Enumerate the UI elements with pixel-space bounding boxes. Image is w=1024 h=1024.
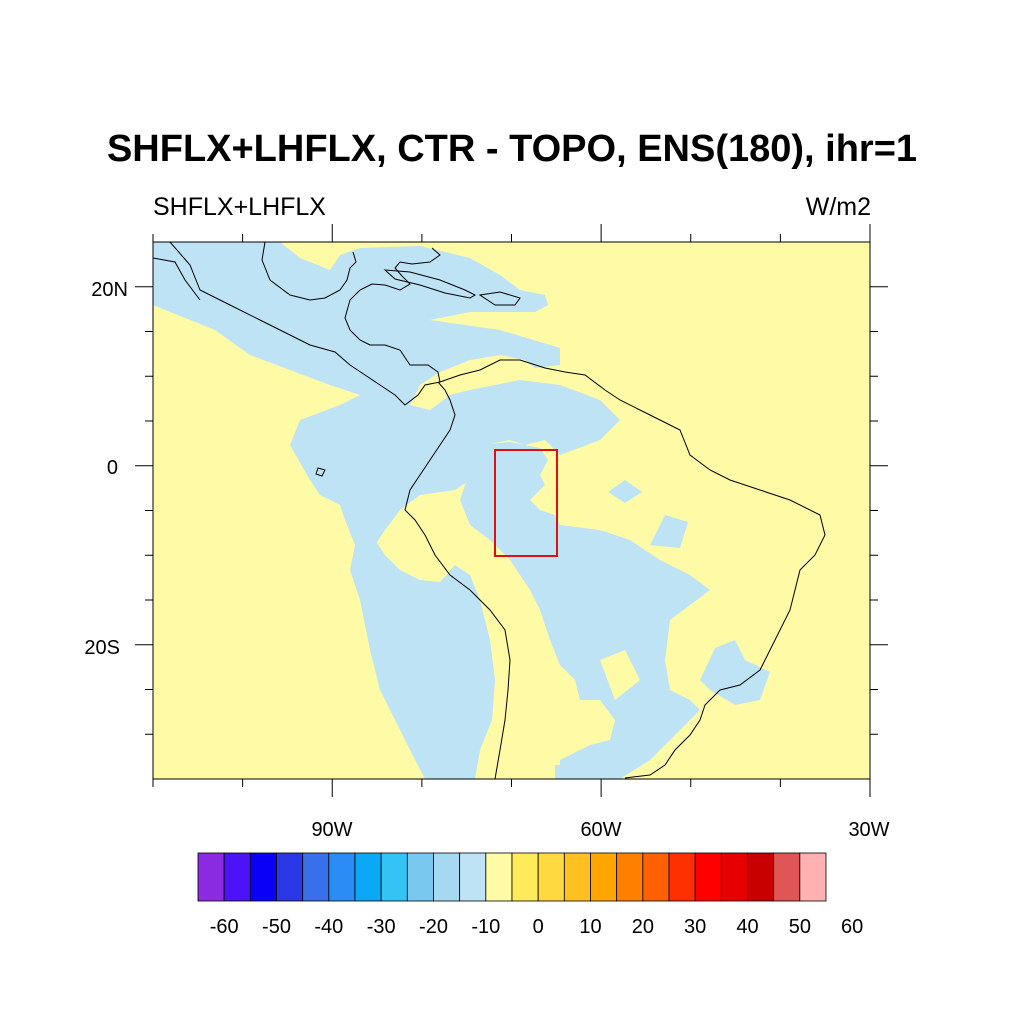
colorbar-swatch [354, 852, 382, 902]
left-subtitle: SHFLX+LHFLX [153, 193, 326, 221]
colorbar [197, 852, 827, 902]
colorbar-swatch [799, 852, 827, 902]
map-panel [153, 242, 870, 779]
colorbar-label: 0 [533, 916, 544, 938]
colorbar-label: -10 [471, 916, 500, 938]
coastline-south-america [404, 381, 511, 779]
negative-region-amazon [460, 442, 710, 779]
colorbar-swatch [563, 852, 591, 902]
coastline-north-america [169, 242, 441, 406]
coastline-north-south-america [439, 359, 826, 779]
y-tick-label-0: 0 [107, 457, 118, 479]
negative-region-south-pocket [555, 765, 575, 779]
coastline-mexico-west [153, 257, 201, 301]
colorbar-label: -60 [210, 916, 239, 938]
colorbar-label: 60 [841, 916, 863, 938]
negative-region-yellow-hole [600, 650, 640, 700]
colorbar-swatch [642, 852, 670, 902]
plot-title: SHFLX+LHFLX, CTR - TOPO, ENS(180), ihr=1 [107, 128, 917, 170]
colorbar-swatch [380, 852, 408, 902]
colorbar-swatch [773, 852, 801, 902]
colorbar-label: -50 [262, 916, 291, 938]
colorbar-label: 20 [632, 916, 654, 938]
colorbar-swatch [197, 852, 225, 902]
x-tick-label-90w: 90W [311, 819, 352, 841]
colorbar-swatch [720, 852, 748, 902]
colorbar-swatch [511, 852, 539, 902]
y-tick-label-20s: 20S [84, 637, 120, 659]
colorbar-label: -20 [419, 916, 448, 938]
negative-anomaly-field [153, 242, 770, 779]
colorbar-swatch [537, 852, 565, 902]
colorbar-swatch [747, 852, 775, 902]
negative-region-southeast [700, 640, 770, 705]
negative-region-east-pocket [608, 480, 642, 503]
colorbar-label: 30 [684, 916, 706, 938]
negative-region-brazil-pocket [650, 515, 688, 548]
colorbar-label: 40 [736, 916, 758, 938]
colorbar-labels: -60 -50 -40 -30 -20 -10 0 10 20 30 40 50 60 [210, 916, 864, 938]
coastline-gulf [261, 242, 357, 301]
coastline-galapagos [315, 467, 326, 477]
coastlines [153, 242, 826, 779]
negative-region-pacific [350, 540, 495, 779]
colorbar-swatch [616, 852, 644, 902]
colorbar-swatch [459, 852, 487, 902]
coastline-cuba [383, 269, 477, 299]
analysis-region-box [494, 449, 558, 557]
negative-region-caribbean [153, 242, 620, 545]
negative-region-gulf-tip [218, 265, 228, 278]
colorbar-label: -40 [314, 916, 343, 938]
colorbar-swatch [302, 852, 330, 902]
colorbar-label: -30 [367, 916, 396, 938]
x-tick-label-30w: 30W [848, 819, 889, 841]
colorbar-swatch [590, 852, 618, 902]
colorbar-swatch [223, 852, 251, 902]
colorbar-label: 50 [789, 916, 811, 938]
colorbar-label: 10 [579, 916, 601, 938]
y-tick-label-20n: 20N [91, 279, 128, 301]
colorbar-swatch [406, 852, 434, 902]
axis-ticks [135, 224, 888, 797]
colorbar-swatch [276, 852, 304, 902]
negative-region-pacific-pocket [455, 605, 480, 622]
colorbar-swatch [249, 852, 277, 902]
colorbar-swatch [485, 852, 513, 902]
units-label: W/m2 [806, 193, 871, 221]
colorbar-swatch [328, 852, 356, 902]
colorbar-swatch [694, 852, 722, 902]
colorbar-swatch [668, 852, 696, 902]
colorbar-swatch [433, 852, 461, 902]
x-tick-label-60w: 60W [580, 819, 621, 841]
coastline-hispaniola [478, 291, 521, 306]
